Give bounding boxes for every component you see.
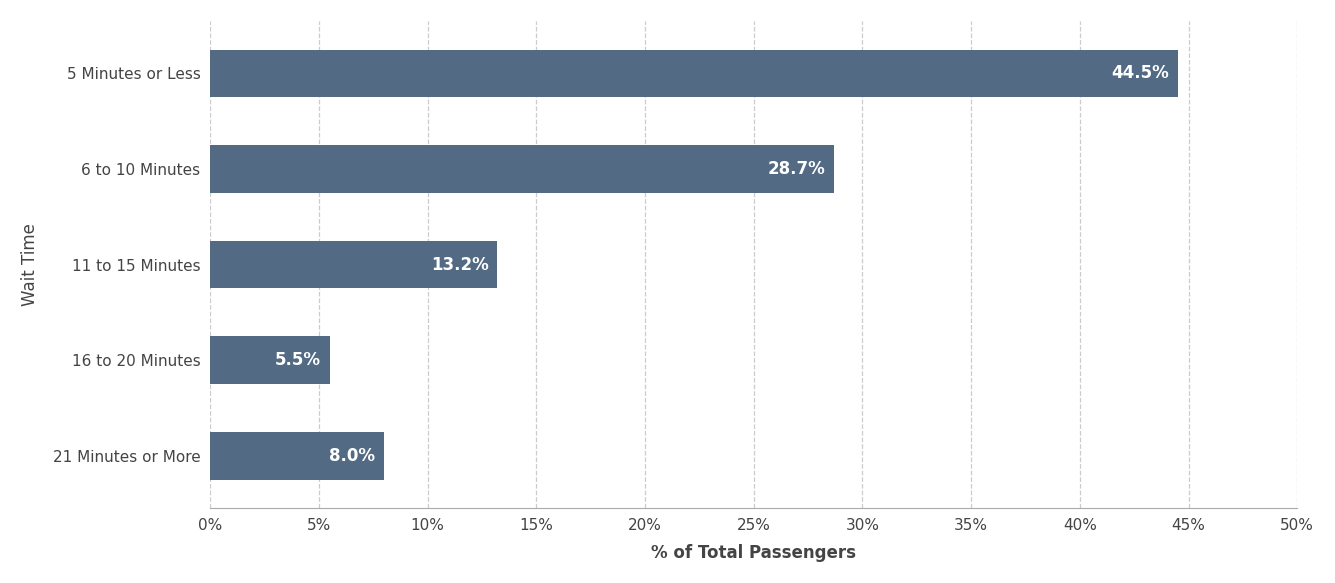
Text: 8.0%: 8.0% <box>330 447 375 465</box>
Text: 13.2%: 13.2% <box>431 255 489 273</box>
X-axis label: % of Total Passengers: % of Total Passengers <box>651 544 856 562</box>
Bar <box>210 145 834 193</box>
Text: 28.7%: 28.7% <box>768 160 825 178</box>
Bar <box>210 336 330 384</box>
Y-axis label: Wait Time: Wait Time <box>21 223 39 306</box>
Bar <box>210 432 384 480</box>
Text: 44.5%: 44.5% <box>1111 64 1169 82</box>
Bar <box>210 241 497 289</box>
Text: 5.5%: 5.5% <box>275 351 322 369</box>
Bar <box>210 50 1177 97</box>
